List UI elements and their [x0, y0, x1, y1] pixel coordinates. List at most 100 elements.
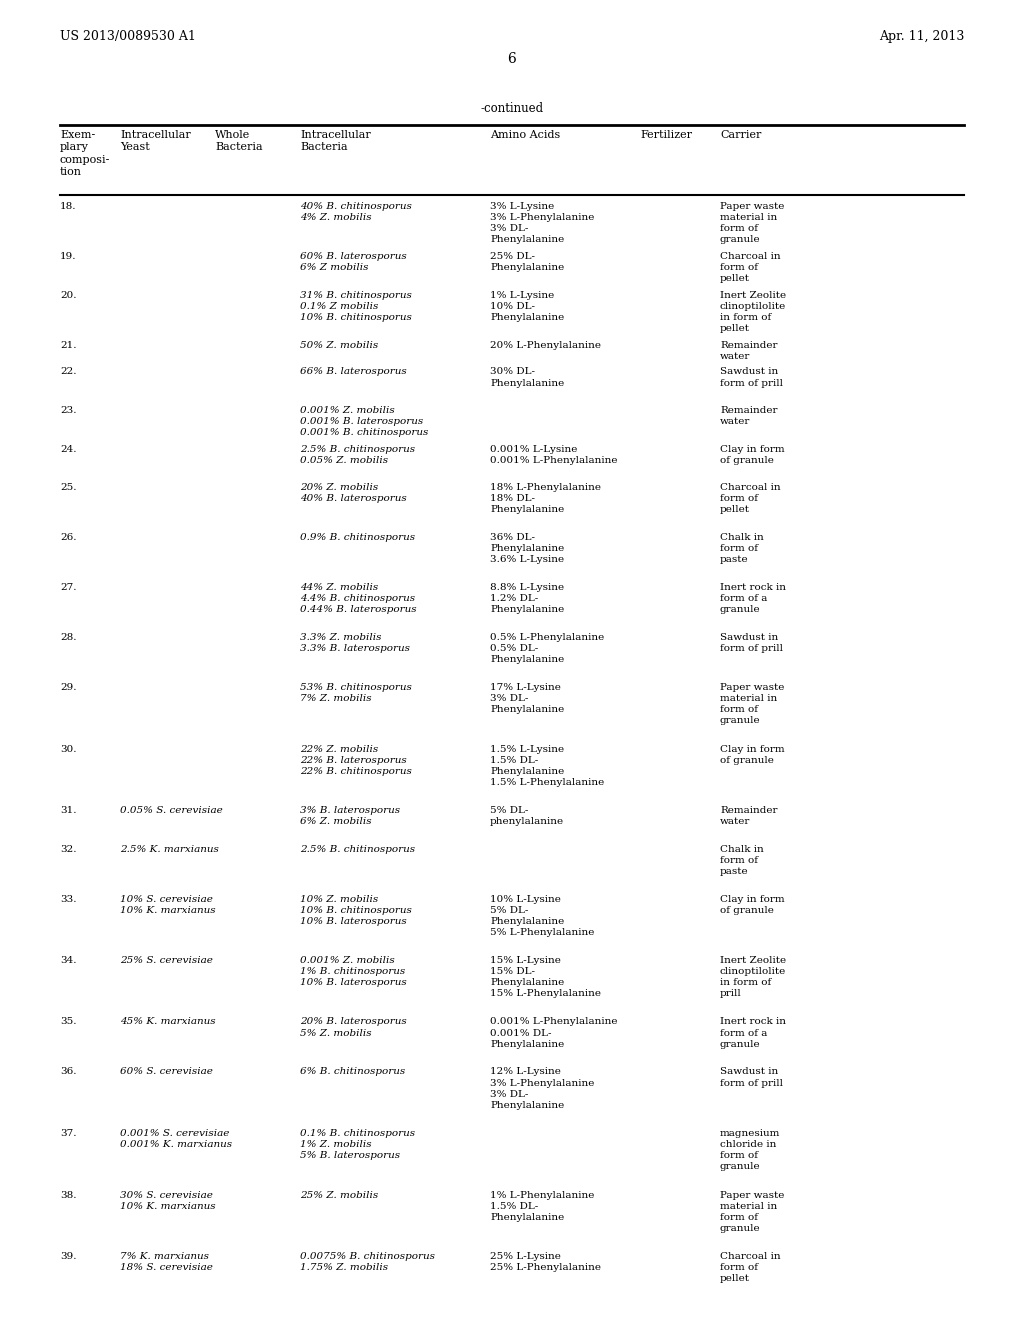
Text: Charcoal in
form of
pellet: Charcoal in form of pellet — [720, 1251, 780, 1283]
Text: 20% L-Phenylalanine: 20% L-Phenylalanine — [490, 341, 601, 350]
Text: 40% B. chitinosporus
4% Z. mobilis: 40% B. chitinosporus 4% Z. mobilis — [300, 202, 412, 222]
Text: Intracellular
Bacteria: Intracellular Bacteria — [300, 129, 371, 152]
Text: -continued: -continued — [480, 102, 544, 115]
Text: 2.5% K. marxianus: 2.5% K. marxianus — [120, 845, 219, 854]
Text: 12% L-Lysine
3% L-Phenylalanine
3% DL-
Phenylalanine: 12% L-Lysine 3% L-Phenylalanine 3% DL- P… — [490, 1068, 594, 1110]
Text: Inert rock in
form of a
granule: Inert rock in form of a granule — [720, 583, 786, 614]
Text: 15% L-Lysine
15% DL-
Phenylalanine
15% L-Phenylalanine: 15% L-Lysine 15% DL- Phenylalanine 15% L… — [490, 956, 601, 998]
Text: 31.: 31. — [60, 807, 77, 814]
Text: 0.5% L-Phenylalanine
0.5% DL-
Phenylalanine: 0.5% L-Phenylalanine 0.5% DL- Phenylalan… — [490, 634, 604, 664]
Text: 3% B. laterosporus
6% Z. mobilis: 3% B. laterosporus 6% Z. mobilis — [300, 807, 400, 826]
Text: 23.: 23. — [60, 407, 77, 414]
Text: 35.: 35. — [60, 1018, 77, 1027]
Text: 50% Z. mobilis: 50% Z. mobilis — [300, 341, 378, 350]
Text: 0.05% S. cerevisiae: 0.05% S. cerevisiae — [120, 807, 223, 814]
Text: 24.: 24. — [60, 445, 77, 454]
Text: 27.: 27. — [60, 583, 77, 591]
Text: 25% DL-
Phenylalanine: 25% DL- Phenylalanine — [490, 252, 564, 272]
Text: 6: 6 — [508, 51, 516, 66]
Text: 3.3% Z. mobilis
3.3% B. laterosporus: 3.3% Z. mobilis 3.3% B. laterosporus — [300, 634, 410, 653]
Text: Inert Zeolite
clinoptilolite
in form of
pellet: Inert Zeolite clinoptilolite in form of … — [720, 290, 786, 333]
Text: 30% DL-
Phenylalanine: 30% DL- Phenylalanine — [490, 367, 564, 388]
Text: 25.: 25. — [60, 483, 77, 492]
Text: 2.5% B. chitinosporus: 2.5% B. chitinosporus — [300, 845, 415, 854]
Text: Carrier: Carrier — [720, 129, 762, 140]
Text: Paper waste
material in
form of
granule: Paper waste material in form of granule — [720, 1191, 784, 1233]
Text: 30% S. cerevisiae
10% K. marxianus: 30% S. cerevisiae 10% K. marxianus — [120, 1191, 216, 1210]
Text: 30.: 30. — [60, 744, 77, 754]
Text: 22% Z. mobilis
22% B. laterosporus
22% B. chitinosporus: 22% Z. mobilis 22% B. laterosporus 22% B… — [300, 744, 412, 776]
Text: 39.: 39. — [60, 1251, 77, 1261]
Text: 2.5% B. chitinosporus
0.05% Z. mobilis: 2.5% B. chitinosporus 0.05% Z. mobilis — [300, 445, 415, 465]
Text: 0.001% L-Lysine
0.001% L-Phenylalanine: 0.001% L-Lysine 0.001% L-Phenylalanine — [490, 445, 617, 465]
Text: 20.: 20. — [60, 290, 77, 300]
Text: Inert Zeolite
clinoptilolite
in form of
prill: Inert Zeolite clinoptilolite in form of … — [720, 956, 786, 998]
Text: 1% L-Phenylalanine
1.5% DL-
Phenylalanine: 1% L-Phenylalanine 1.5% DL- Phenylalanin… — [490, 1191, 594, 1222]
Text: 19.: 19. — [60, 252, 77, 261]
Text: Paper waste
material in
form of
granule: Paper waste material in form of granule — [720, 682, 784, 725]
Text: 18.: 18. — [60, 202, 77, 211]
Text: 6% B. chitinosporus: 6% B. chitinosporus — [300, 1068, 406, 1077]
Text: 25% Z. mobilis: 25% Z. mobilis — [300, 1191, 378, 1200]
Text: magnesium
chloride in
form of
granule: magnesium chloride in form of granule — [720, 1129, 780, 1171]
Text: 10% S. cerevisiae
10% K. marxianus: 10% S. cerevisiae 10% K. marxianus — [120, 895, 216, 915]
Text: 10% L-Lysine
5% DL-
Phenylalanine
5% L-Phenylalanine: 10% L-Lysine 5% DL- Phenylalanine 5% L-P… — [490, 895, 594, 937]
Text: 36.: 36. — [60, 1068, 77, 1077]
Text: Chalk in
form of
paste: Chalk in form of paste — [720, 845, 764, 875]
Text: 44% Z. mobilis
4.4% B. chitinosporus
0.44% B. laterosporus: 44% Z. mobilis 4.4% B. chitinosporus 0.4… — [300, 583, 417, 614]
Text: 0.001% S. cerevisiae
0.001% K. marxianus: 0.001% S. cerevisiae 0.001% K. marxianus — [120, 1129, 232, 1150]
Text: 38.: 38. — [60, 1191, 77, 1200]
Text: 25% L-Lysine
25% L-Phenylalanine: 25% L-Lysine 25% L-Phenylalanine — [490, 1251, 601, 1272]
Text: 60% B. laterosporus
6% Z mobilis: 60% B. laterosporus 6% Z mobilis — [300, 252, 407, 272]
Text: 0.001% L-Phenylalanine
0.001% DL-
Phenylalanine: 0.001% L-Phenylalanine 0.001% DL- Phenyl… — [490, 1018, 617, 1048]
Text: Clay in form
of granule: Clay in form of granule — [720, 895, 784, 915]
Text: 53% B. chitinosporus
7% Z. mobilis: 53% B. chitinosporus 7% Z. mobilis — [300, 682, 412, 704]
Text: Remainder
water: Remainder water — [720, 807, 777, 826]
Text: Remainder
water: Remainder water — [720, 341, 777, 360]
Text: 25% S. cerevisiae: 25% S. cerevisiae — [120, 956, 213, 965]
Text: Apr. 11, 2013: Apr. 11, 2013 — [879, 30, 964, 44]
Text: Sawdust in
form of prill: Sawdust in form of prill — [720, 1068, 783, 1088]
Text: Exem-
plary
composi-
tion: Exem- plary composi- tion — [60, 129, 111, 177]
Text: Amino Acids: Amino Acids — [490, 129, 560, 140]
Text: Intracellular
Yeast: Intracellular Yeast — [120, 129, 190, 152]
Text: 33.: 33. — [60, 895, 77, 903]
Text: 20% Z. mobilis
40% B. laterosporus: 20% Z. mobilis 40% B. laterosporus — [300, 483, 407, 503]
Text: Charcoal in
form of
pellet: Charcoal in form of pellet — [720, 483, 780, 515]
Text: 0.9% B. chitinosporus: 0.9% B. chitinosporus — [300, 533, 415, 543]
Text: 20% B. laterosporus
5% Z. mobilis: 20% B. laterosporus 5% Z. mobilis — [300, 1018, 407, 1038]
Text: Sawdust in
form of prill: Sawdust in form of prill — [720, 367, 783, 388]
Text: 0.001% Z. mobilis
0.001% B. laterosporus
0.001% B. chitinosporus: 0.001% Z. mobilis 0.001% B. laterosporus… — [300, 407, 428, 437]
Text: 34.: 34. — [60, 956, 77, 965]
Text: 60% S. cerevisiae: 60% S. cerevisiae — [120, 1068, 213, 1077]
Text: 5% DL-
phenylalanine: 5% DL- phenylalanine — [490, 807, 564, 826]
Text: Chalk in
form of
paste: Chalk in form of paste — [720, 533, 764, 564]
Text: 18% L-Phenylalanine
18% DL-
Phenylalanine: 18% L-Phenylalanine 18% DL- Phenylalanin… — [490, 483, 601, 515]
Text: Remainder
water: Remainder water — [720, 407, 777, 426]
Text: Sawdust in
form of prill: Sawdust in form of prill — [720, 634, 783, 653]
Text: 37.: 37. — [60, 1129, 77, 1138]
Text: 66% B. laterosporus: 66% B. laterosporus — [300, 367, 407, 376]
Text: 7% K. marxianus
18% S. cerevisiae: 7% K. marxianus 18% S. cerevisiae — [120, 1251, 213, 1272]
Text: Paper waste
material in
form of
granule: Paper waste material in form of granule — [720, 202, 784, 244]
Text: 8.8% L-Lysine
1.2% DL-
Phenylalanine: 8.8% L-Lysine 1.2% DL- Phenylalanine — [490, 583, 564, 614]
Text: 1% L-Lysine
10% DL-
Phenylalanine: 1% L-Lysine 10% DL- Phenylalanine — [490, 290, 564, 322]
Text: Whole
Bacteria: Whole Bacteria — [215, 129, 262, 152]
Text: 1.5% L-Lysine
1.5% DL-
Phenylalanine
1.5% L-Phenylalanine: 1.5% L-Lysine 1.5% DL- Phenylalanine 1.5… — [490, 744, 604, 787]
Text: Clay in form
of granule: Clay in form of granule — [720, 744, 784, 764]
Text: Charcoal in
form of
pellet: Charcoal in form of pellet — [720, 252, 780, 284]
Text: 0.0075% B. chitinosporus
1.75% Z. mobilis: 0.0075% B. chitinosporus 1.75% Z. mobili… — [300, 1251, 435, 1272]
Text: Inert rock in
form of a
granule: Inert rock in form of a granule — [720, 1018, 786, 1048]
Text: 29.: 29. — [60, 682, 77, 692]
Text: 26.: 26. — [60, 533, 77, 543]
Text: 0.001% Z. mobilis
1% B. chitinosporus
10% B. laterosporus: 0.001% Z. mobilis 1% B. chitinosporus 10… — [300, 956, 407, 987]
Text: 10% Z. mobilis
10% B. chitinosporus
10% B. laterosporus: 10% Z. mobilis 10% B. chitinosporus 10% … — [300, 895, 412, 925]
Text: 0.1% B. chitinosporus
1% Z. mobilis
5% B. laterosporus: 0.1% B. chitinosporus 1% Z. mobilis 5% B… — [300, 1129, 415, 1160]
Text: Fertilizer: Fertilizer — [640, 129, 692, 140]
Text: 21.: 21. — [60, 341, 77, 350]
Text: 22.: 22. — [60, 367, 77, 376]
Text: 3% L-Lysine
3% L-Phenylalanine
3% DL-
Phenylalanine: 3% L-Lysine 3% L-Phenylalanine 3% DL- Ph… — [490, 202, 594, 244]
Text: 32.: 32. — [60, 845, 77, 854]
Text: 36% DL-
Phenylalanine
3.6% L-Lysine: 36% DL- Phenylalanine 3.6% L-Lysine — [490, 533, 564, 564]
Text: Clay in form
of granule: Clay in form of granule — [720, 445, 784, 465]
